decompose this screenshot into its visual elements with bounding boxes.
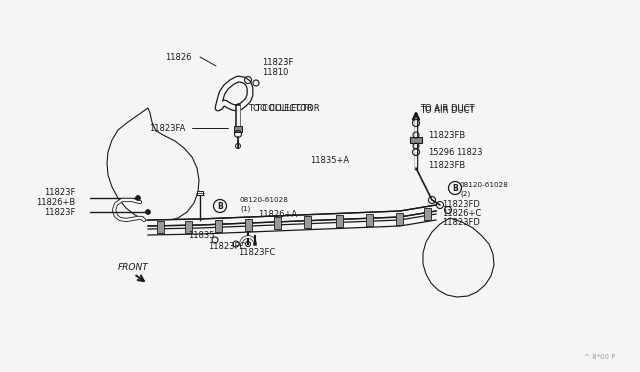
Circle shape [136, 196, 141, 201]
Polygon shape [148, 214, 436, 235]
Text: TO COLLECTOR: TO COLLECTOR [255, 103, 319, 112]
Text: 08120-61028: 08120-61028 [460, 182, 509, 188]
Text: 11823FC: 11823FC [208, 241, 245, 250]
Text: 11826: 11826 [166, 52, 192, 61]
Bar [275, 217, 282, 230]
Bar [424, 208, 431, 220]
Text: 08120-61028: 08120-61028 [240, 197, 289, 203]
Bar [367, 214, 374, 226]
Text: 11823FD: 11823FD [442, 199, 480, 208]
Text: 15296: 15296 [428, 148, 454, 157]
Bar [337, 215, 344, 227]
Polygon shape [148, 205, 436, 226]
Text: 11810: 11810 [262, 67, 289, 77]
Text: 11826+A: 11826+A [258, 209, 297, 218]
Text: B: B [217, 202, 223, 211]
Bar [397, 212, 403, 224]
Text: 11823F: 11823F [44, 208, 75, 217]
Bar [410, 137, 422, 143]
Text: B: B [452, 183, 458, 192]
Text: 11823FB: 11823FB [428, 160, 465, 170]
Text: ^ 8*00 P: ^ 8*00 P [584, 354, 615, 360]
Text: 11823F: 11823F [44, 187, 75, 196]
Text: 11823FA: 11823FA [148, 124, 185, 132]
Text: 11823F: 11823F [262, 58, 293, 67]
Circle shape [214, 199, 227, 212]
Bar [305, 216, 312, 228]
Text: 11826+B: 11826+B [36, 198, 75, 206]
Text: (1): (1) [240, 206, 250, 212]
Bar [244, 219, 252, 231]
Text: 11823FC: 11823FC [238, 247, 275, 257]
Bar [214, 220, 221, 232]
Bar [234, 126, 242, 132]
Text: 11823FD: 11823FD [442, 218, 480, 227]
Text: 11823: 11823 [456, 148, 483, 157]
Text: TO AIR DUCT: TO AIR DUCT [420, 103, 474, 112]
Circle shape [449, 182, 461, 195]
Bar [157, 221, 163, 233]
Text: 11835: 11835 [188, 231, 214, 240]
Bar [184, 221, 191, 233]
Circle shape [145, 209, 150, 215]
Text: 11835+A: 11835+A [310, 155, 349, 164]
Text: TO AIR DUCT: TO AIR DUCT [420, 106, 474, 115]
Text: (2): (2) [460, 191, 470, 197]
Text: FRONT: FRONT [118, 263, 148, 273]
Bar [197, 191, 203, 195]
Text: 11823FB: 11823FB [428, 131, 465, 140]
Text: TO COLLECTOR: TO COLLECTOR [248, 103, 312, 112]
Text: 11826+C: 11826+C [442, 208, 481, 218]
